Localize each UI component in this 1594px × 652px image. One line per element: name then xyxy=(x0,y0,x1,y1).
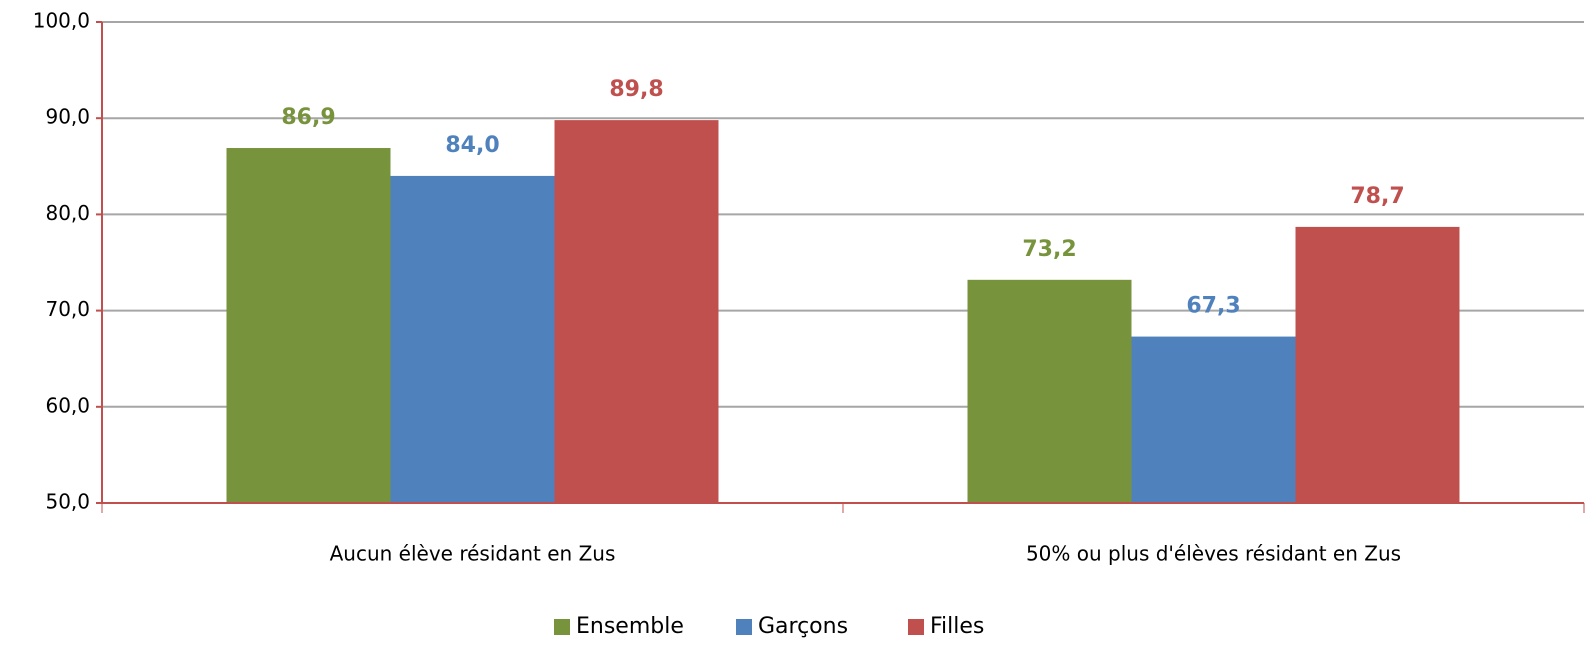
y-tick-label: 80,0 xyxy=(45,201,90,225)
value-label: 89,8 xyxy=(609,77,663,102)
bar xyxy=(1295,226,1460,503)
legend-swatch xyxy=(908,619,924,635)
y-tick-label: 90,0 xyxy=(45,105,90,129)
y-tick-label: 70,0 xyxy=(45,297,90,321)
legend-label: Garçons xyxy=(758,614,848,639)
legend-swatch xyxy=(736,619,752,635)
bar xyxy=(390,175,555,504)
bar xyxy=(967,279,1132,503)
value-label: 84,0 xyxy=(445,133,499,158)
value-label: 67,3 xyxy=(1186,294,1240,319)
y-tick-label: 50,0 xyxy=(45,490,90,514)
value-label: 78,7 xyxy=(1350,184,1404,209)
value-label: 86,9 xyxy=(281,105,335,130)
value-label: 73,2 xyxy=(1022,237,1076,262)
y-tick-label: 100,0 xyxy=(33,9,90,33)
y-tick-label: 60,0 xyxy=(45,393,90,417)
legend-swatch xyxy=(554,619,570,635)
legend-label: Filles xyxy=(930,614,984,639)
bar xyxy=(554,120,719,504)
x-tick-label: Aucun élève résidant en Zus xyxy=(330,542,616,566)
x-tick-label: 50% ou plus d'élèves résidant en Zus xyxy=(1026,542,1401,566)
legend-label: Ensemble xyxy=(576,614,684,639)
bar xyxy=(226,148,391,503)
bar xyxy=(1131,336,1296,503)
